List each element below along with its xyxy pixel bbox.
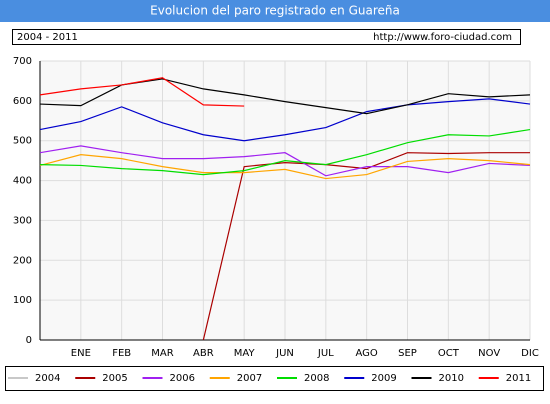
subheader-box xyxy=(12,29,521,45)
x-tick-label: DIC xyxy=(521,348,539,359)
x-tick-label: FEB xyxy=(112,348,131,359)
chart-title: Evolucion del paro registrado en Guareña xyxy=(150,4,400,18)
legend-label: 2004 xyxy=(35,373,60,384)
x-tick-label: AGO xyxy=(356,348,378,359)
y-tick-label: 100 xyxy=(13,295,32,306)
series-line xyxy=(39,154,531,180)
y-tick-label: 700 xyxy=(13,56,32,67)
legend-label: 2008 xyxy=(304,373,329,384)
y-tick-label: 300 xyxy=(13,215,32,226)
x-tick-label: SEP xyxy=(398,348,417,359)
series-line xyxy=(202,152,530,341)
y-tick-label: 400 xyxy=(13,176,32,187)
x-tick-label: MAY xyxy=(234,348,256,359)
x-tick-label: ABR xyxy=(193,348,214,359)
x-tick-label: JUL xyxy=(317,348,334,359)
legend-label: 2007 xyxy=(237,373,262,384)
y-tick-label: 200 xyxy=(13,255,32,266)
legend-label: 2010 xyxy=(439,373,464,384)
x-tick-label: NOV xyxy=(478,348,500,359)
x-tick-label: OCT xyxy=(438,348,460,359)
series-line xyxy=(39,98,531,142)
subtitle: 2004 - 2011 xyxy=(17,32,78,43)
source: http://www.foro-ciudad.com xyxy=(373,32,512,43)
y-tick-label: 0 xyxy=(26,335,32,346)
legend-label: 2009 xyxy=(371,373,396,384)
x-tick-label: JUN xyxy=(275,348,294,359)
series-line xyxy=(39,145,531,177)
series-line xyxy=(39,128,531,176)
x-tick-label: MAR xyxy=(151,348,173,359)
y-tick-label: 500 xyxy=(13,136,32,147)
x-tick-label: ENE xyxy=(71,348,91,359)
y-tick-label: 600 xyxy=(13,96,32,107)
series-line xyxy=(39,77,245,107)
title-bar xyxy=(0,0,550,22)
legend-label: 2005 xyxy=(102,373,127,384)
legend-label: 2011 xyxy=(506,373,531,384)
legend-label: 2006 xyxy=(170,373,195,384)
